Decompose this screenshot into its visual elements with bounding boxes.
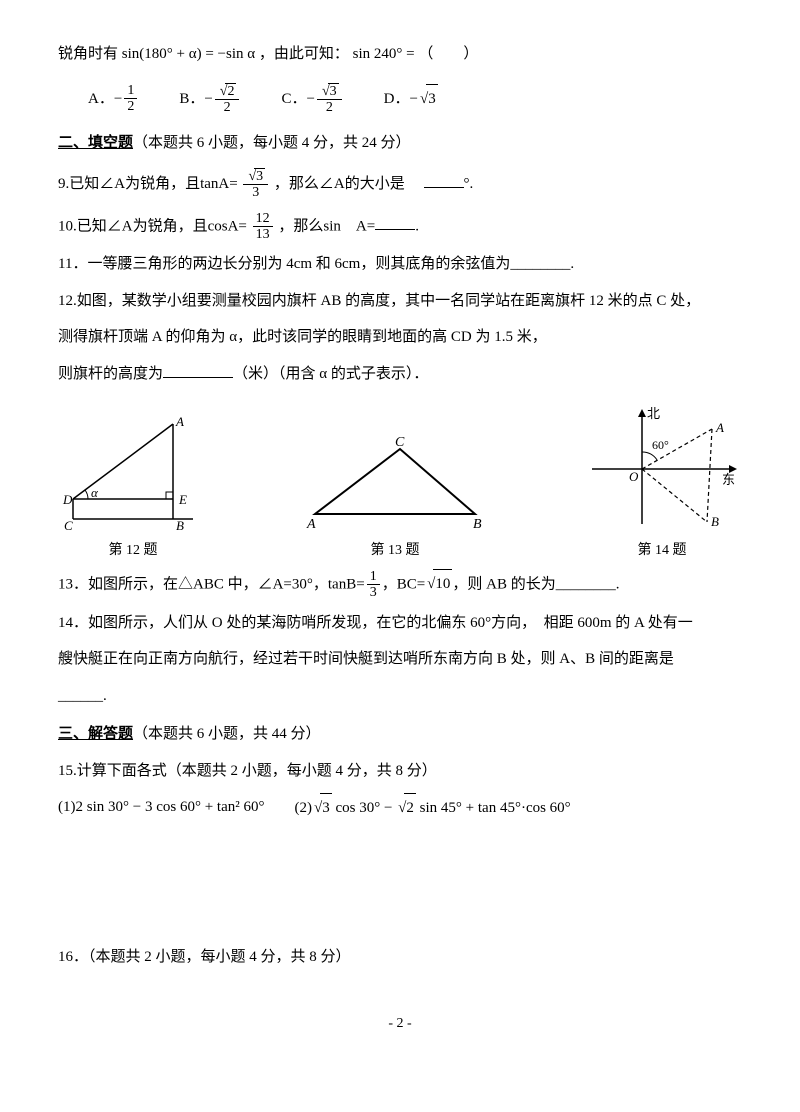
fig14-B: B [711,514,719,529]
q15-expressions: (1)2 sin 30° − 3 cos 60° + tan² 60° (2)3… [58,793,742,823]
section-3-header: 三、解答题（本题共 6 小题，共 44 分） [58,720,742,749]
fig14-angle: 60° [652,438,669,452]
q13: 13．如图所示，在△ABC 中，∠A=30°，tanB=13，BC=10，则 A… [58,569,742,601]
fig12-C: C [64,518,73,533]
page-number: - 2 - [58,1011,742,1038]
fig13-caption: 第 13 题 [295,538,495,565]
q10: 10.已知∠A为锐角，且cosA= 1213 ，那么sin A=. [58,211,742,243]
q14-l3: ______. [58,682,742,711]
fig14-east: 东 [722,472,735,487]
option-d: D．−3 [384,83,438,116]
fig13-A: A [306,517,316,532]
q8-mid: ，由此可知： [259,46,349,62]
q15-part1: (1)2 sin 30° − 3 cos 60° + tan² 60° [58,793,264,823]
q12-l2: 测得旗杆顶端 A 的仰角为 α，此时该同学的眼睛到地面的高 CD 为 1.5 米… [58,323,742,352]
figures-row: A D α E C B 第 12 题 C A B 第 13 题 [58,404,742,565]
fig12-alpha: α [91,485,99,500]
q9-blank [424,172,464,188]
q12-blank [163,362,233,378]
fig12-caption: 第 12 题 [58,538,208,565]
fig13-C: C [395,435,405,450]
q10-blank [375,214,415,230]
q8-formula2: sin 240° = [353,46,415,62]
q11: 11．一等腰三角形的两边长分别为 4cm 和 6cm，则其底角的余弦值为____… [58,250,742,279]
section-2-header: 二、填空题（本题共 6 小题，每小题 4 分，共 24 分） [58,129,742,158]
figure-13: C A B 第 13 题 [295,434,495,565]
q15-part2: (2)3 cos 30° − 2 sin 45° + tan 45°·cos 6… [294,793,570,823]
q12-l3: 则旗杆的高度为（米）（用含 α 的式子表示）． [58,360,742,389]
q8-pre: 锐角时有 [58,46,118,62]
fig14-caption: 第 14 题 [582,538,742,565]
option-c: C．−32 [281,83,343,116]
fig13-B: B [473,517,482,532]
figure-12: A D α E C B 第 12 题 [58,414,208,565]
option-b: B．−22 [179,83,241,116]
q8-options: A．−12 B．−22 C．−32 D．−3 [88,83,742,116]
fig12-B: B [176,518,184,533]
fig12-E: E [178,492,187,507]
fig14-north: 北 [647,406,660,421]
q15-title: 15.计算下面各式（本题共 2 小题，每小题 4 分，共 8 分） [58,757,742,786]
option-a: A．−12 [88,83,139,116]
q14-l2: 艘快艇正在向正南方向航行，经过若干时间快艇到达哨所东南方向 B 处，则 A、B … [58,645,742,674]
q8-paren: （ ） [418,46,478,62]
fig14-O: O [629,469,639,484]
q14-l1: 14．如图所示，人们从 O 处的某海防哨所发现，在它的北偏东 60°方向， 相距… [58,609,742,638]
q16: 16．（本题共 2 小题，每小题 4 分，共 8 分） [58,943,742,972]
q12-l1: 12.如图，某数学小组要测量校园内旗杆 AB 的高度，其中一名同学站在距离旗杆 … [58,287,742,316]
figure-14: 北 东 60° A B O 第 14 题 [582,404,742,565]
fig12-A: A [175,414,184,429]
q9: 9.已知∠A为锐角，且tanA= 33 ，那么∠A的大小是 °. [58,168,742,201]
fig12-D: D [62,492,73,507]
q8-stem: 锐角时有 sin(180° + α) = −sin α ，由此可知： sin 2… [58,40,742,69]
q8-formula1: sin(180° + α) = −sin α [122,46,255,62]
fig14-A: A [715,420,724,435]
